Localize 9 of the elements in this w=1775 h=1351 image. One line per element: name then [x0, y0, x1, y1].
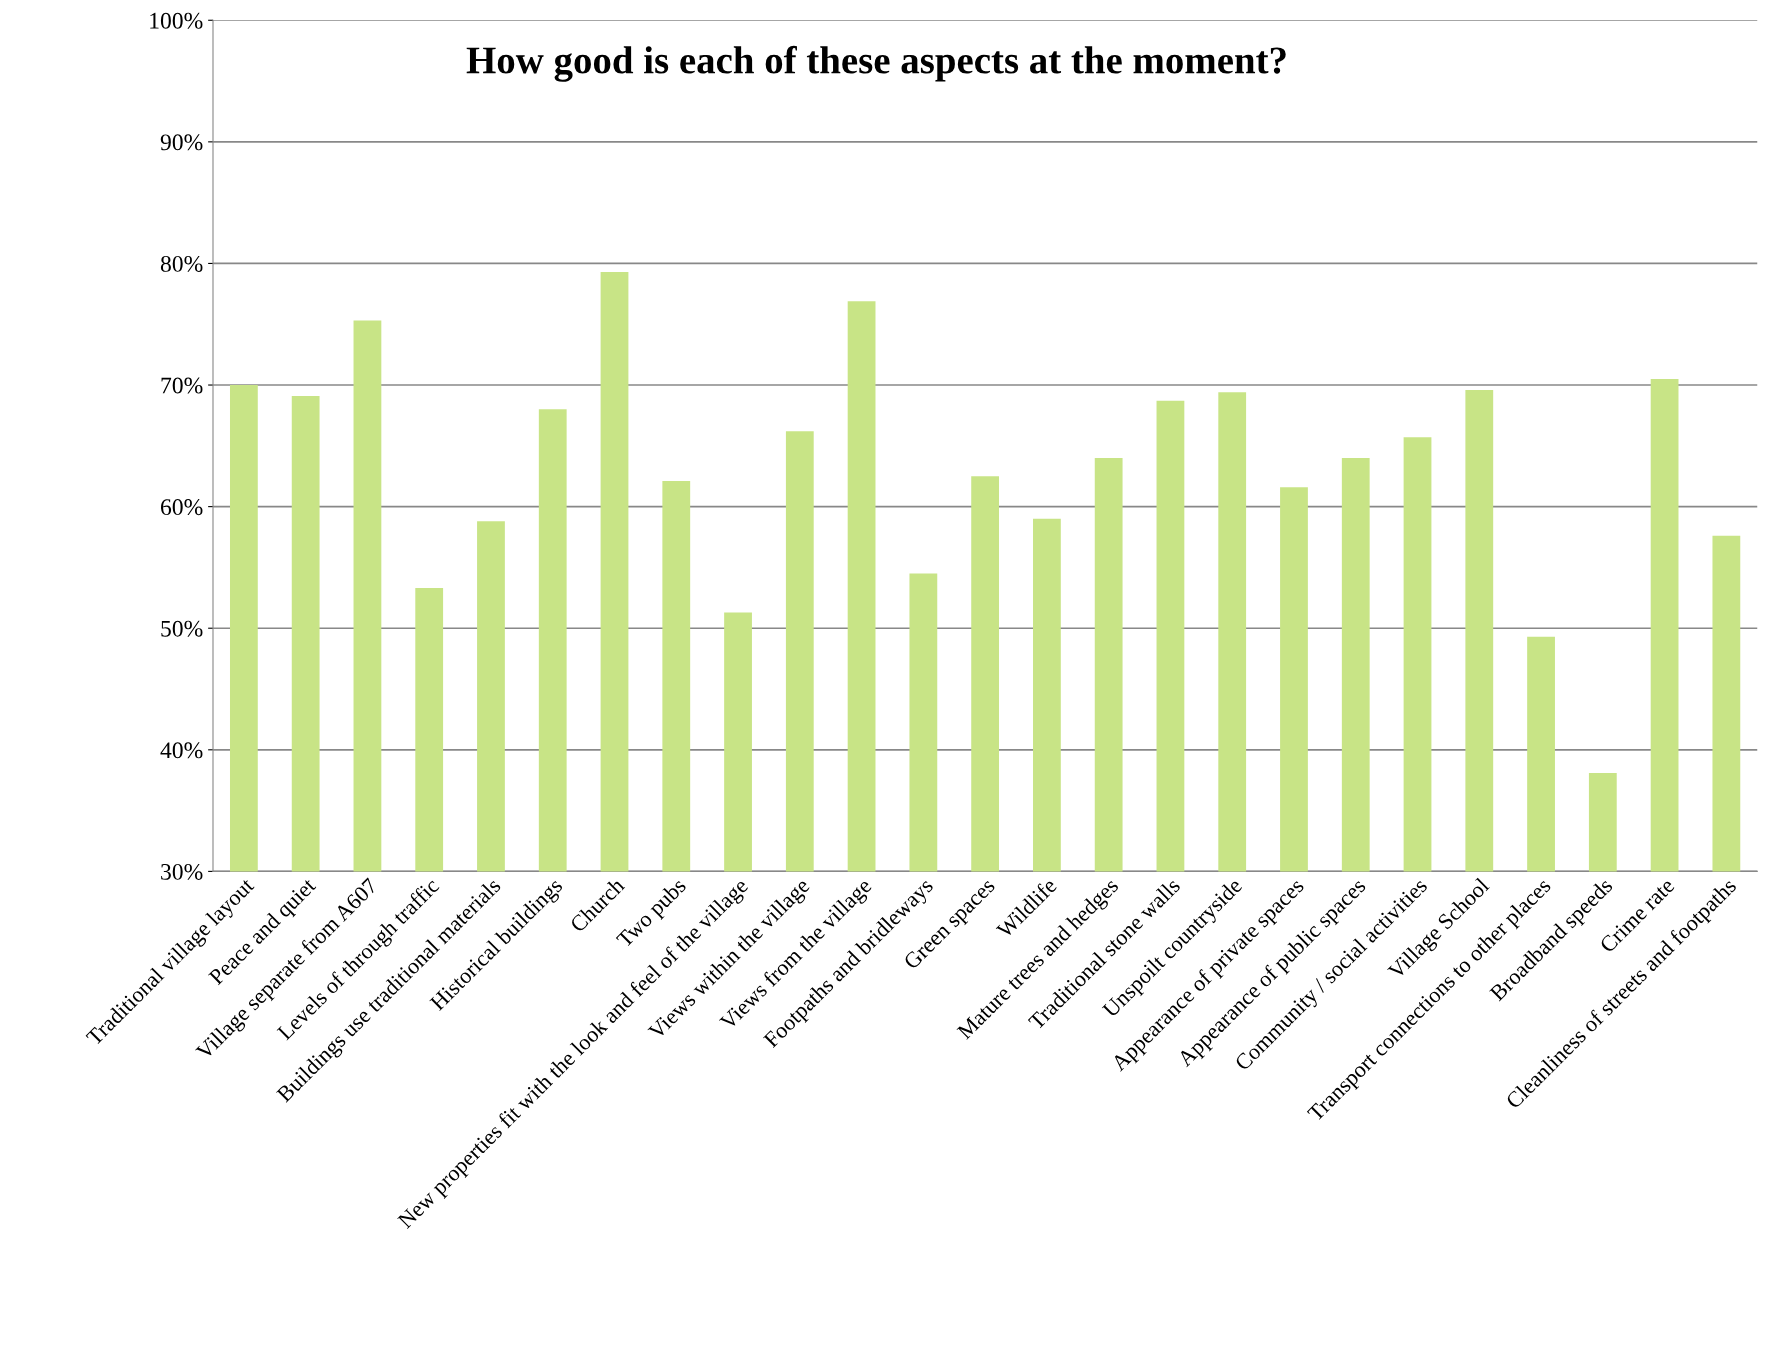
y-tick-label: 100% — [150, 12, 203, 29]
y-tick-label: 40% — [160, 742, 203, 759]
y-tick-label: 30% — [161, 863, 203, 880]
y-tick-label: 70% — [161, 377, 203, 394]
text: How good is each of these aspects at the moment? — [466, 45, 1286, 82]
y-tick-label: 80% — [160, 255, 203, 272]
y-tick-label: 90% — [160, 134, 203, 151]
y-tick-label: 50% — [161, 620, 203, 637]
y-tick-label: 60% — [161, 499, 203, 516]
